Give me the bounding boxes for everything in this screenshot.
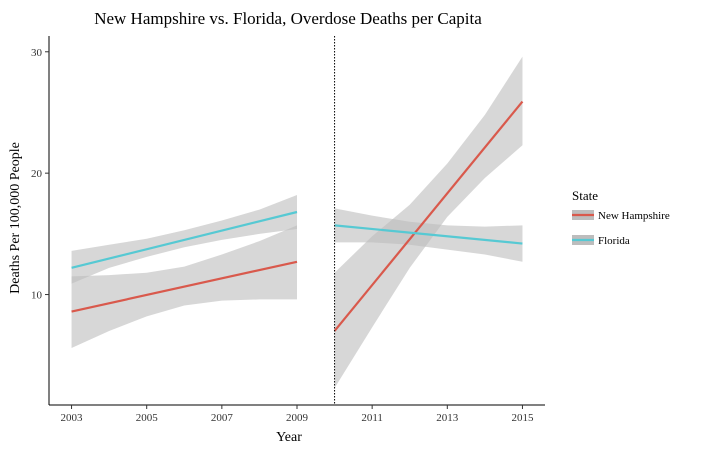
legend-title: State — [572, 188, 598, 203]
x-axis-ticks: 2003 2005 2007 2009 2011 2013 2015 — [61, 405, 534, 424]
legend-label: New Hampshire — [598, 210, 670, 222]
y-axis-ticks: 10 20 30 — [31, 47, 49, 302]
x-tick-label: 2009 — [286, 412, 309, 424]
series-line-1-0 — [71, 210, 298, 269]
x-tick-label: 2011 — [361, 412, 383, 424]
legend: State New Hampshire Florida — [572, 188, 670, 247]
x-tick-label: 2015 — [511, 412, 534, 424]
series-line-1-1 — [334, 224, 523, 245]
y-tick-label: 10 — [31, 290, 43, 302]
x-tick-label: 2007 — [211, 412, 234, 424]
x-tick-label: 2005 — [136, 412, 159, 424]
x-axis-title: Year — [276, 430, 302, 445]
series-line-0-0 — [71, 260, 298, 313]
plot-area — [71, 36, 524, 405]
legend-label: Florida — [598, 235, 630, 247]
y-tick-label: 20 — [31, 168, 43, 180]
x-tick-label: 2003 — [61, 412, 84, 424]
chart-title: New Hampshire vs. Florida, Overdose Deat… — [94, 9, 482, 28]
confidence-band-0-1 — [334, 56, 523, 389]
x-tick-label: 2013 — [436, 412, 459, 424]
series-line-0-1 — [333, 100, 524, 332]
y-axis-title: Deaths Per 100,000 People — [8, 142, 23, 294]
y-tick-label: 30 — [31, 47, 43, 59]
